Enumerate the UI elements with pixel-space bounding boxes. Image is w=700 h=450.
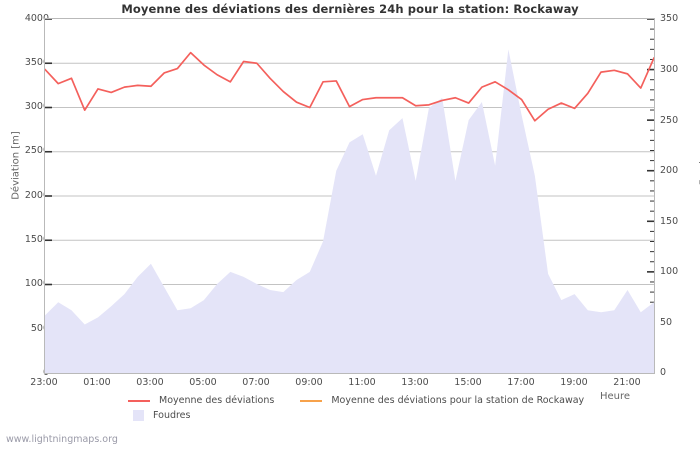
x-tick-5: 09:00 (295, 377, 323, 388)
y-tick-left-1500: 1500 (24, 234, 49, 245)
legend-item-station: Moyenne des déviations pour la station d… (300, 395, 584, 406)
x-tick-4: 07:00 (242, 377, 270, 388)
x-tick-11: 21:00 (613, 377, 641, 388)
legend-item-deviation: Moyenne des déviations (128, 395, 274, 406)
plot-area (44, 18, 655, 374)
page-title: Moyenne des déviations des dernières 24h… (121, 2, 579, 16)
y-tick-right-300: 300 (660, 64, 679, 75)
y-tick-right-100: 100 (660, 266, 679, 277)
y-tick-right-250: 250 (660, 115, 679, 126)
y-tick-right-150: 150 (660, 216, 679, 227)
footer-attribution: www.lightningmaps.org (6, 434, 118, 445)
x-tick-2: 03:00 (136, 377, 164, 388)
y-tick-left-4000: 4000 (24, 13, 49, 24)
legend-swatch-deviation (128, 399, 150, 402)
legend-label-station: Moyenne des déviations pour la station d… (331, 395, 585, 406)
legend-label-deviation: Moyenne des déviations (159, 395, 275, 406)
y-tick-right-200: 200 (660, 165, 679, 176)
legend-row-1: Moyenne des déviations Moyenne des dévia… (128, 393, 610, 408)
y-tick-right-0: 0 (660, 367, 667, 378)
legend-label-strikes: Foudres (153, 410, 191, 421)
x-tick-10: 19:00 (560, 377, 588, 388)
y-tick-left-1000: 1000 (24, 278, 49, 289)
y-tick-right-50: 50 (660, 317, 673, 328)
x-tick-9: 17:00 (507, 377, 535, 388)
y-tick-left-500: 500 (30, 323, 49, 334)
y-tick-left-3500: 3500 (24, 57, 49, 68)
chart-canvas (45, 19, 654, 373)
y-tick-right-350: 350 (660, 13, 679, 24)
y-tick-left-2000: 2000 (24, 190, 49, 201)
x-tick-6: 11:00 (348, 377, 376, 388)
x-axis-label: Heure (600, 391, 631, 402)
x-tick-0: 23:00 (30, 377, 58, 388)
y-tick-left-2500: 2500 (24, 145, 49, 156)
x-tick-3: 05:00 (189, 377, 217, 388)
legend-row-2: Foudres (128, 408, 610, 423)
legend-swatch-station (300, 399, 323, 402)
legend-swatch-strikes (133, 410, 144, 421)
y-axis-label-left: Déviation [m] (10, 131, 22, 200)
x-tick-7: 13:00 (401, 377, 429, 388)
x-tick-1: 01:00 (83, 377, 111, 388)
legend-item-strikes: Foudres (128, 410, 190, 421)
chart-legend: Moyenne des déviations Moyenne des dévia… (128, 393, 610, 423)
x-tick-8: 15:00 (454, 377, 482, 388)
y-tick-left-3000: 3000 (24, 101, 49, 112)
